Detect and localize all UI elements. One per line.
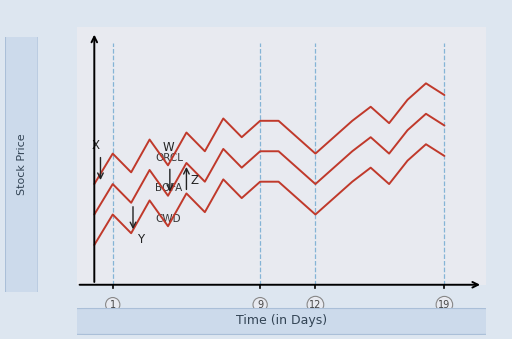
FancyBboxPatch shape bbox=[69, 308, 495, 335]
Text: 1: 1 bbox=[110, 300, 116, 310]
Text: 19: 19 bbox=[438, 300, 451, 310]
Text: Stock Price: Stock Price bbox=[17, 134, 27, 195]
Text: Time (in Days): Time (in Days) bbox=[236, 314, 327, 327]
FancyBboxPatch shape bbox=[6, 30, 38, 299]
Text: Z: Z bbox=[190, 174, 199, 187]
Text: X: X bbox=[91, 139, 99, 152]
Text: W: W bbox=[162, 141, 174, 154]
Text: ORCL: ORCL bbox=[155, 153, 183, 163]
Text: 9: 9 bbox=[257, 300, 263, 310]
Text: CWD: CWD bbox=[155, 214, 181, 224]
Text: 12: 12 bbox=[309, 300, 322, 310]
Text: Y: Y bbox=[137, 233, 144, 245]
Text: BOFA: BOFA bbox=[155, 183, 183, 194]
